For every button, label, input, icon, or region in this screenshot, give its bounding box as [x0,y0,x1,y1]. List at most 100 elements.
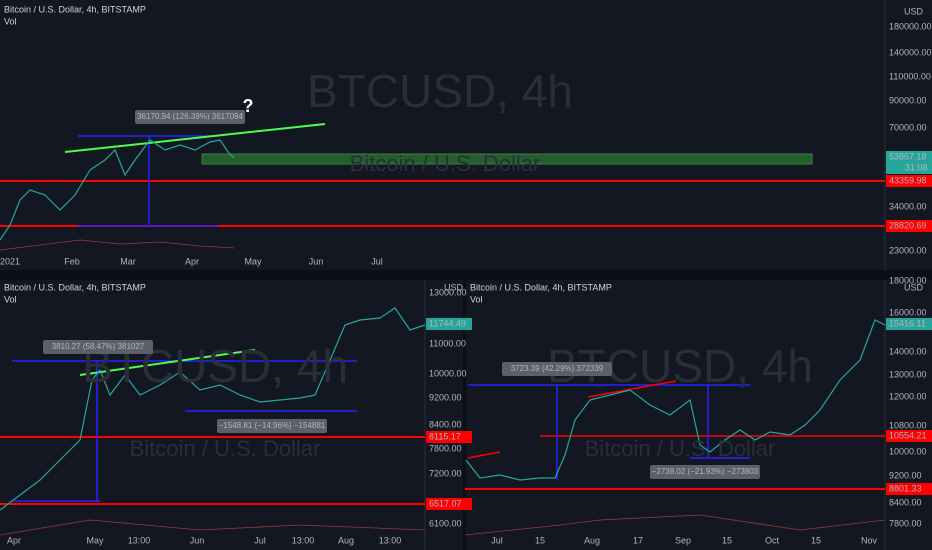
time-label: 15 [535,535,545,545]
volume-label: Vol [4,294,17,304]
volume [0,519,426,536]
time-label: Mar [120,256,136,266]
price-tag [886,151,932,163]
separator [463,280,466,550]
symbol-title: Bitcoin / U.S. Dollar, 4h, BITSTAMP [470,282,612,292]
time-label: Apr [185,256,199,266]
price-label: 43359.98 [889,175,927,185]
annotation: −1548.81 (−14.96%) −154881 [219,421,326,430]
annotation-bg [135,110,245,124]
time-label: 15 [722,535,732,545]
trend-line [467,451,501,459]
price-label: 10800.00 [889,420,927,430]
price-label: 10000.00 [429,368,467,378]
price-tag-red [886,175,932,187]
price-label: 180000.00 [889,21,932,31]
price-label: 7800.00 [889,518,922,528]
price-label: 16000.00 [889,307,927,317]
price-label: 11000.00 [429,338,466,348]
annotation-bg [43,340,153,354]
time-label: 13:00 [128,535,151,545]
volume [0,239,235,251]
price-label: 90000.00 [889,95,927,105]
price-label: 8400.00 [429,419,462,429]
volume [464,514,886,536]
price-path [465,319,886,481]
price-label: 13000.00 [429,287,467,297]
watermark-subtitle: Bitcoin / U.S. Dollar [350,151,541,176]
currency: USD [444,282,464,292]
price-label: 11744.49 [429,318,466,328]
time-label: 17 [633,535,643,545]
price-label: 53867.18 [889,151,927,161]
watermark-subtitle: Bitcoin / U.S. Dollar [130,436,321,461]
time-label: Feb [64,256,80,266]
time-label: 13:00 [379,535,402,545]
watermark: BTCUSD, 4h [307,65,573,117]
price-path [0,139,235,241]
price-label: 6517.07 [429,498,462,508]
time-label: Jul [254,535,266,545]
annotation-bg [650,465,760,479]
time-label: Nov [861,535,878,545]
price-tag [426,318,472,330]
price-label: 10554.21 [889,430,927,440]
price-path [0,307,426,511]
price-label: 18000.00 [889,275,927,285]
currency: USD [904,6,924,16]
trend-line [79,349,256,376]
price-label: 70000.00 [889,122,927,132]
trend-line [587,380,677,398]
price-tag-red [886,483,932,495]
annotation: ? [243,96,254,116]
volume-label: Vol [470,294,483,304]
price-label: 13000.00 [889,369,927,379]
time-label: Aug [338,535,354,545]
price-label: 8400.00 [889,497,922,507]
annotation: −2738.02 (−21.93%) −273803 [652,467,759,476]
time-label: 2021 [0,256,20,266]
price-tag-red [426,431,472,443]
time-label: Jul [491,535,503,545]
separator [0,270,932,280]
zone [201,153,813,165]
time-label: Oct [765,535,780,545]
time-label: Jun [190,535,205,545]
time-label: Apr [7,535,21,545]
price-label: 6100.00 [429,518,462,528]
price-label: 9200.00 [429,392,462,402]
annotation-bg [217,419,327,433]
time-label: Jun [309,256,324,266]
annotation: 3723.39 (42.29%) 372339 [511,364,604,373]
countdown: 31:08 [905,162,928,172]
currency: USD [904,282,924,292]
annotation-bg [502,362,612,376]
price-tag-red [886,430,932,442]
price-label: 14000.00 [889,346,927,356]
price-label: 28820.69 [889,220,927,230]
time-label: Jul [371,256,383,266]
annotation: 3810.27 (58.47%) 381027 [52,342,145,351]
time-label: May [244,256,262,266]
price-label: 7200.00 [429,468,462,478]
price-label: 140000.00 [889,47,932,57]
symbol-title: Bitcoin / U.S. Dollar, 4h, BITSTAMP [4,282,146,292]
price-tag [886,318,932,330]
price-label: 15416.11 [889,318,926,328]
price-tag-red [426,498,472,510]
time-label: 15 [811,535,821,545]
annotation: 36170.94 (126.39%) 3617094 [137,112,243,121]
time-label: May [86,535,104,545]
price-label: 8801.33 [889,483,922,493]
price-label: 34000.00 [889,201,927,211]
trend-line [64,123,326,153]
price-tag-red [886,220,932,232]
time-label: Sep [675,535,691,545]
watermark-subtitle: Bitcoin / U.S. Dollar [585,436,776,461]
price-label: 12000.00 [889,391,927,401]
time-label: Aug [584,535,600,545]
price-label: 7800.00 [429,443,462,453]
price-label: 10000.00 [889,446,927,456]
volume-label: Vol [4,16,17,26]
